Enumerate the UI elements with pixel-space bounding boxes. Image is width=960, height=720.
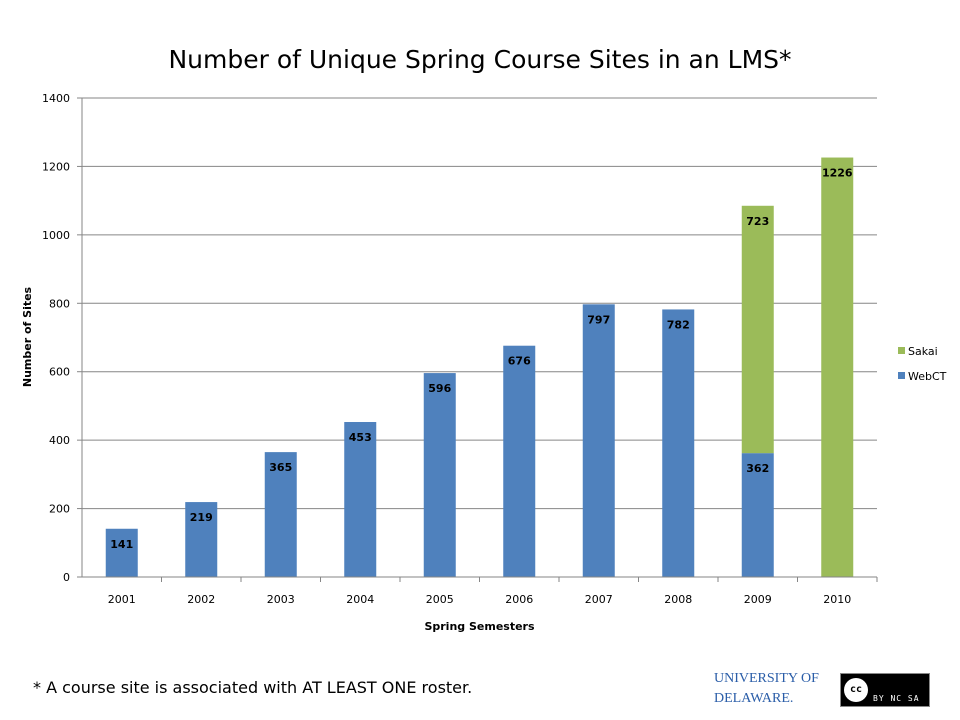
y-tick-label: 400 [49,434,70,447]
data-label: 219 [190,511,213,524]
bar-sakai [741,205,774,454]
y-tick-label: 1200 [42,160,70,173]
bar-webct [105,528,138,577]
bar-webct [503,345,536,577]
license-terms: BY NC SA [873,694,920,703]
y-tick-label: 600 [49,366,70,379]
bar-webct [741,453,774,577]
x-tick-label: 2003 [267,593,295,606]
y-axis-title: Number of Sites [21,286,34,387]
bar-webct [423,373,456,577]
x-tick-label: 2002 [187,593,215,606]
x-tick-label: 2008 [664,593,692,606]
x-tick-label: 2004 [346,593,374,606]
legend-swatch-sakai [898,347,905,354]
y-tick-label: 0 [63,571,70,584]
legend-swatch-webct [898,372,905,379]
cc-icon: cc [844,678,868,702]
bar-webct [582,304,615,577]
bar-webct [264,452,297,577]
data-label: 797 [587,313,610,326]
logo-line-delaware: DELAWARE. [714,691,794,706]
x-tick-label: 2009 [744,593,772,606]
chart-title: Number of Unique Spring Course Sites in … [168,45,792,74]
bar-sakai [821,157,854,578]
bar-webct [662,309,695,577]
data-label: 141 [110,538,133,551]
data-label: 782 [667,318,690,331]
y-tick-label: 1000 [42,229,70,242]
data-label: 453 [349,431,372,444]
x-tick-label: 2007 [585,593,613,606]
x-axis-title: Spring Semesters [424,620,535,633]
bar-webct [344,422,377,577]
x-tick-label: 2005 [426,593,454,606]
y-tick-label: 200 [49,503,70,516]
y-tick-label: 800 [49,297,70,310]
data-label: 1226 [822,167,853,180]
x-tick-label: 2006 [505,593,533,606]
university-of-delaware-logo: UNIVERSITY OF DELAWARE. [714,670,819,710]
legend-label: Sakai [908,345,938,358]
x-tick-label: 2001 [108,593,136,606]
data-label: 596 [428,382,451,395]
footnote: * A course site is associated with AT LE… [33,678,473,697]
x-tick-label: 2010 [823,593,851,606]
data-label: 365 [269,461,292,474]
chart: 0 200 400 600 800 1000 1200 1400 2001 141 2002 219 2… [21,92,947,633]
y-tick-label: 1400 [42,92,70,105]
data-label: 676 [508,355,531,368]
data-label: 723 [746,215,769,228]
creative-commons-license-icon: cc BY NC SA [840,673,930,707]
bar-webct [185,502,218,577]
legend-label: WebCT [908,370,947,383]
data-label: 362 [746,462,769,475]
logo-line-university: UNIVERSITY OF [714,671,819,686]
